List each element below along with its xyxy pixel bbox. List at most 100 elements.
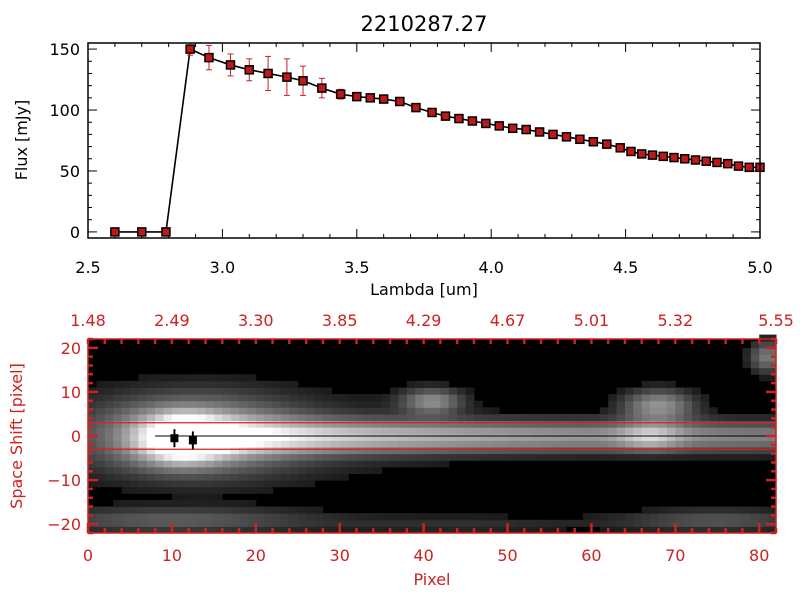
pixel-cell (104, 387, 114, 395)
pixel-cell (88, 433, 97, 441)
pixel-cell (222, 394, 232, 402)
pixel-cell (197, 453, 206, 461)
pixel-cell (331, 453, 341, 461)
pixel-cell (255, 420, 265, 428)
pixel-cell (239, 413, 248, 422)
pixel-cell (381, 420, 391, 428)
pixel-cell (129, 420, 139, 428)
x-tick-label: 10 (162, 546, 182, 565)
pixel-cell (406, 413, 416, 422)
pixel-cell (188, 394, 198, 402)
pixel-cell (264, 526, 274, 534)
pixel-cell (113, 453, 123, 461)
pixel-cell (280, 394, 290, 402)
pixel-cell (280, 427, 290, 435)
pixel-cell (364, 440, 374, 448)
pixel-cell (364, 433, 374, 441)
pixel-cell (633, 420, 643, 428)
pixel-cell (734, 427, 743, 435)
pixel-cell (247, 473, 257, 481)
pixel-cell (457, 400, 467, 408)
pixel-cell (650, 380, 660, 388)
pixel-cell (247, 499, 257, 508)
pixel-cell (633, 447, 643, 455)
pixel-cell (138, 394, 148, 402)
pixel-cell (213, 486, 223, 494)
pixel-cell (96, 519, 106, 527)
pixel-cell (104, 466, 114, 474)
y-tick-label: −10 (47, 471, 81, 490)
pixel-cell (616, 433, 626, 441)
pixel-cell (331, 427, 341, 435)
pixel-cell (188, 413, 198, 422)
pixel-cell (725, 433, 735, 441)
pixel-cell (96, 473, 106, 481)
pixel-cell (180, 506, 190, 514)
pixel-cell (692, 506, 701, 514)
pixel-cell (104, 513, 114, 521)
pixel-cell (230, 407, 240, 415)
pixel-cell (331, 519, 341, 527)
pixel-cell (398, 460, 408, 468)
pixel-cell (381, 440, 391, 448)
pixel-cell (348, 440, 357, 448)
pixel-cell (641, 394, 651, 402)
pixel-cell (331, 460, 341, 468)
pixel-cell (171, 466, 181, 474)
pixel-cell (331, 447, 341, 455)
pixel-cell (163, 453, 173, 461)
pixel-cell (163, 480, 173, 488)
pixel-cell (700, 413, 710, 422)
pixel-cell (406, 380, 416, 388)
pixel-cell (88, 420, 97, 428)
pixel-cell (465, 400, 475, 408)
pixel-cell (163, 486, 173, 494)
pixel-cell (121, 413, 131, 422)
pixel-cell (624, 519, 634, 527)
pixel-cell (138, 420, 148, 428)
pixel-cell (398, 420, 408, 428)
pixel-cell (616, 420, 626, 428)
pixel-cell (171, 506, 181, 514)
pixel-cell (473, 519, 483, 527)
top-tick-label: 3.30 (238, 311, 274, 330)
pixel-cell (171, 427, 181, 435)
pixel-cell (197, 387, 206, 395)
pixel-cell (163, 400, 173, 408)
pixel-cell (742, 347, 752, 355)
pixel-cell (255, 453, 265, 461)
pixel-cell (390, 440, 399, 448)
pixel-cell (549, 453, 559, 461)
pixel-cell (138, 374, 148, 382)
pixel-cell (398, 413, 408, 422)
pixel-cell (415, 400, 425, 408)
pixel-cell (633, 433, 643, 441)
pixel-cell (499, 526, 509, 534)
pixel-cell (264, 440, 274, 448)
pixel-cell (692, 453, 701, 461)
pixel-cell (96, 427, 106, 435)
pixel-cell (767, 341, 777, 349)
pixel-cell (398, 440, 408, 448)
pixel-cell (759, 453, 769, 461)
pixel-cell (129, 513, 139, 521)
pixel-cell (121, 453, 131, 461)
pixel-cell (767, 354, 777, 362)
pixel-cell (767, 447, 777, 455)
pixel-cell (750, 420, 760, 428)
pixel-cell (624, 394, 634, 402)
pixel-cell (742, 361, 752, 369)
top-tick-label: 4.67 (490, 311, 526, 330)
pixel-cell (239, 499, 248, 508)
pixel-cell (239, 394, 248, 402)
pixel-cell (633, 440, 643, 448)
pixel-cell (473, 413, 483, 422)
pixel-cell (280, 413, 290, 422)
pixel-cell (171, 374, 181, 382)
pixel-cell (700, 447, 710, 455)
pixel-cell (532, 440, 542, 448)
pixel-cell (591, 440, 601, 448)
pixel-cell (683, 513, 693, 521)
x-tick-label: 4.0 (478, 258, 503, 277)
pixel-cell (616, 413, 626, 422)
